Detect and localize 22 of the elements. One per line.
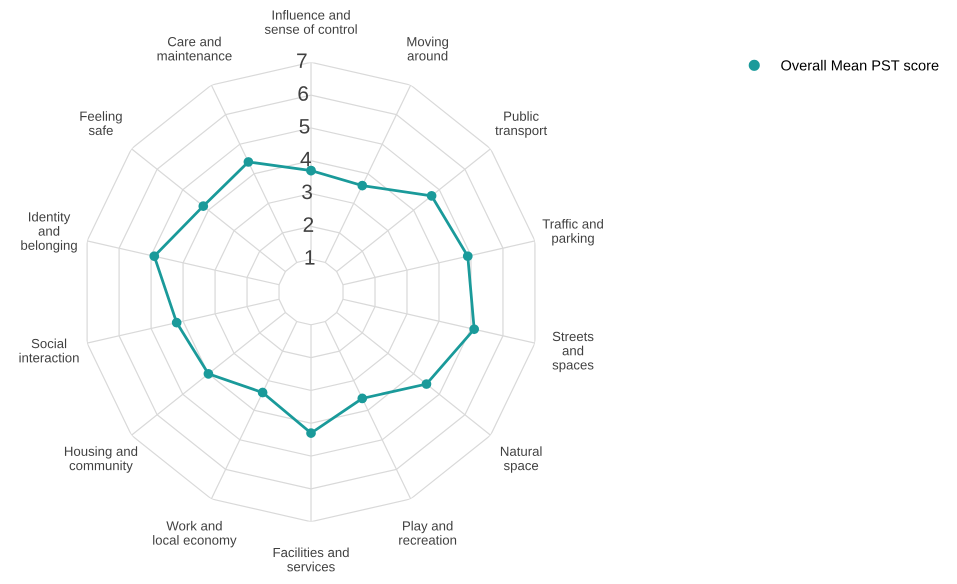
spoke-label: Feeling safe: [80, 111, 122, 136]
y-tick-label: 5: [300, 119, 310, 134]
spoke-label: Moving around: [407, 36, 448, 61]
y-tick-label: 2: [304, 217, 314, 232]
y-tick-label: 1: [306, 250, 314, 265]
spoke-label: Public transport: [495, 111, 548, 138]
spoke-label: Social interaction: [19, 338, 79, 362]
spoke-label: Identity and belonging: [21, 212, 77, 253]
y-tick-label: 3: [302, 184, 312, 200]
spoke-label: Housing and community: [64, 446, 138, 473]
spoke-label: Care and maintenance: [158, 36, 232, 61]
spoke-label: Streets and spaces: [552, 332, 594, 372]
spoke-label: Influence and sense of control: [264, 10, 357, 34]
y-tick-label: 6: [298, 86, 308, 101]
spoke-label: Work and local economy: [153, 520, 237, 548]
spoke-label: Play and recreation: [399, 520, 456, 545]
legend-label: Overall Mean PST score: [781, 60, 938, 71]
y-tick-label: 7: [297, 54, 307, 68]
spoke-label: Facilities and services: [274, 547, 349, 572]
y-tick-label: 4: [300, 152, 311, 166]
spoke-label: Natural space: [500, 446, 542, 473]
spoke-label: Traffic and parking: [542, 218, 603, 246]
